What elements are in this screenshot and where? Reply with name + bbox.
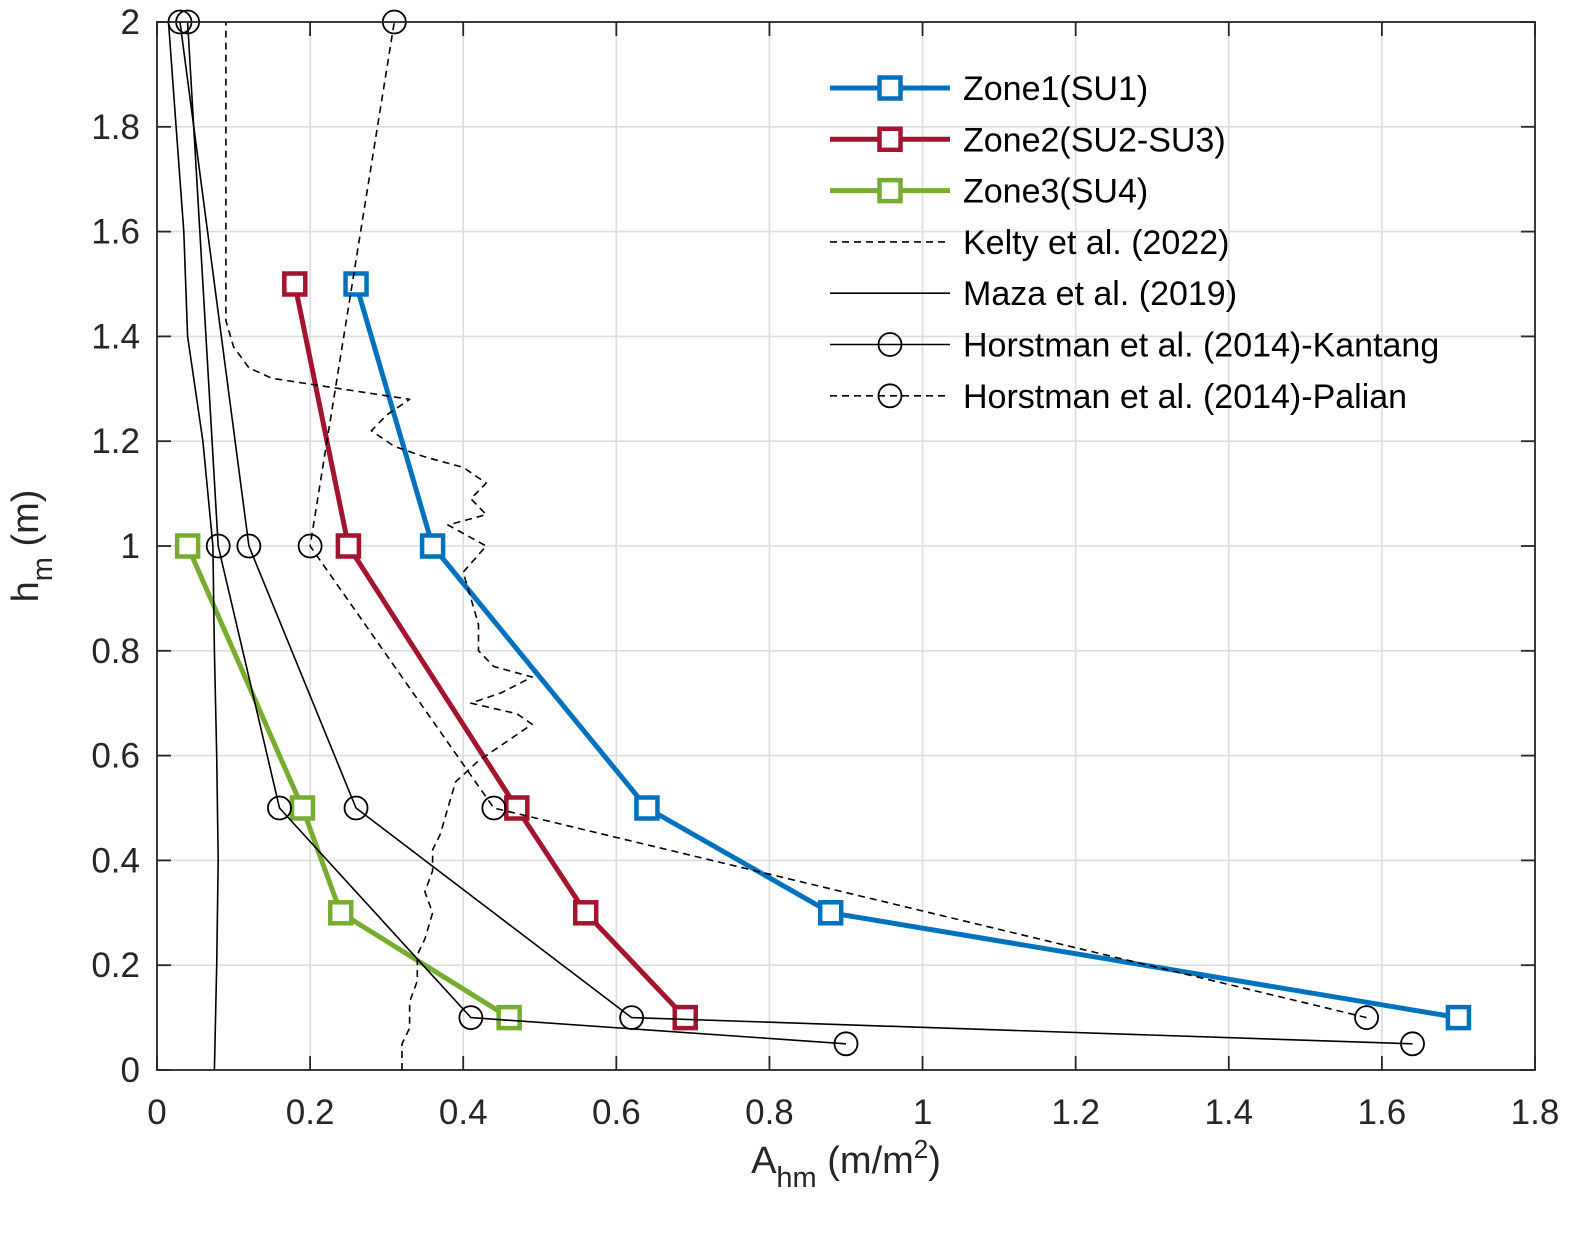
series-kantang — [167, 9, 1425, 1057]
x-tick-label: 1.8 — [1511, 1093, 1560, 1132]
data-point-zone1 — [419, 533, 446, 559]
data-point-zone1 — [1445, 1004, 1472, 1031]
legend-item-zone3: Zone3(SU4) — [830, 173, 1148, 211]
x-axis-label-unit-sup: 2 — [914, 1134, 928, 1164]
y-tick-label: 1.8 — [91, 108, 140, 147]
series-line-kelty — [225, 22, 533, 1070]
data-point-palian — [481, 795, 507, 821]
legend-marker-kantang — [877, 332, 903, 357]
legend-label-kelty: Kelty et al. (2022) — [963, 224, 1229, 262]
ticks — [156, 21, 1536, 1071]
legend-label-zone2: Zone2(SU2-SU3) — [963, 121, 1226, 159]
series-line-kantang — [179, 21, 1413, 1045]
x-tick-label: 0.4 — [439, 1093, 488, 1132]
data-point-kantang — [343, 795, 369, 821]
x-tick-label: 0.2 — [286, 1093, 335, 1132]
series-layer — [167, 9, 1472, 1071]
series-zone3 — [174, 533, 522, 1031]
legend: Zone1(SU1) Zone2(SU2-SU3) Zone3(SU4) Kelty … — [830, 70, 1439, 416]
x-axis-label: Ahm (m/m2) — [751, 1134, 941, 1194]
legend-marker-zone3 — [877, 177, 903, 204]
series-maza — [167, 21, 219, 1071]
data-point-zone3 — [289, 795, 316, 821]
data-point-zone3 — [174, 533, 201, 559]
series-line-zone3 — [185, 544, 511, 1020]
y-axis-label-unit: (m) — [5, 490, 47, 558]
legend-item-zone2: Zone2(SU2-SU3) — [830, 121, 1226, 159]
y-tick-label: 0 — [121, 1051, 140, 1090]
series-zone1 — [343, 271, 1472, 1031]
y-tick-label: 1 — [121, 527, 140, 566]
y-tick-label: 2 — [121, 3, 140, 42]
x-tick-label: 0 — [147, 1093, 166, 1132]
x-tick-label: 0.8 — [745, 1093, 794, 1132]
data-point-palian — [1354, 1005, 1379, 1030]
data-point-kantang — [619, 1005, 645, 1030]
y-tick-label: 1.2 — [91, 422, 140, 461]
y-axis-label-main: h — [5, 581, 47, 602]
legend-marker-zone2 — [877, 126, 903, 153]
series-line-palian — [309, 21, 1367, 1019]
legend-item-maza: Maza et al. (2019) — [830, 275, 1237, 313]
y-tick-labels: 0 0.2 0.4 0.6 0.8 1 1.2 1.4 1.6 1.8 2 — [91, 3, 140, 1090]
series-zone2 — [282, 271, 698, 1031]
data-point-zone2 — [672, 1004, 698, 1031]
series-line-maza — [167, 21, 219, 1071]
x-tick-label: 1.6 — [1358, 1093, 1407, 1132]
data-point-zone1 — [343, 271, 369, 297]
legend-item-kelty: Kelty et al. (2022) — [830, 224, 1229, 262]
data-point-zone3 — [496, 1004, 522, 1031]
y-tick-label: 1.6 — [91, 213, 140, 252]
legend-item-zone1: Zone1(SU1) — [830, 70, 1148, 108]
series-kelty — [225, 22, 533, 1070]
legend-label-zone1: Zone1(SU1) — [963, 70, 1148, 108]
x-axis-label-sub: hm — [776, 1162, 816, 1194]
grid-lines — [156, 21, 1536, 1071]
data-point-palian — [297, 533, 323, 559]
series-line-kantang — [186, 21, 847, 1045]
y-axis-label-sub: m — [27, 557, 59, 581]
data-point-zone2 — [282, 271, 308, 297]
legend-label-palian: Horstman et al. (2014)-Palian — [963, 378, 1407, 416]
x-tick-label: 1.2 — [1051, 1093, 1100, 1132]
data-point-zone2 — [504, 795, 530, 821]
x-tick-label: 1 — [913, 1093, 932, 1132]
y-tick-label: 1.4 — [91, 317, 140, 356]
data-point-zone1 — [817, 900, 844, 926]
legend-marker-palian — [877, 383, 903, 409]
legend-label-kantang: Horstman et al. (2014)-Kantang — [963, 327, 1439, 365]
data-point-zone2 — [572, 900, 599, 926]
x-axis-label-main: A — [751, 1140, 777, 1182]
data-point-kantang — [833, 1031, 859, 1057]
x-tick-label: 1.4 — [1204, 1093, 1253, 1132]
x-tick-label: 0.6 — [592, 1093, 641, 1132]
y-axis-label: hm (m) — [5, 490, 59, 603]
y-tick-label: 0.4 — [91, 841, 140, 880]
data-point-kantang — [205, 533, 231, 559]
legend-marker-zone1 — [877, 75, 903, 101]
data-point-zone3 — [327, 900, 354, 926]
legend-label-maza: Maza et al. (2019) — [963, 275, 1237, 313]
x-axis-label-unit: (m/m — [817, 1140, 914, 1182]
data-point-kantang — [267, 795, 292, 821]
data-point-kantang — [1400, 1031, 1425, 1057]
y-tick-label: 0.6 — [91, 737, 140, 776]
x-tick-labels: 0 0.2 0.4 0.6 0.8 1 1.2 1.4 1.6 1.8 — [147, 1093, 1559, 1132]
data-point-kantang — [236, 533, 262, 559]
legend-label-zone3: Zone3(SU4) — [963, 173, 1148, 211]
y-tick-label: 0.8 — [91, 632, 140, 671]
legend-item-kantang: Horstman et al. (2014)-Kantang — [830, 327, 1439, 365]
x-axis-label-unit-close: ) — [928, 1140, 941, 1182]
data-point-zone2 — [335, 533, 362, 559]
y-tick-label: 0.2 — [91, 946, 140, 985]
legend-item-palian: Horstman et al. (2014)-Palian — [830, 378, 1407, 416]
data-point-kantang — [458, 1005, 484, 1030]
data-point-zone1 — [634, 795, 660, 821]
